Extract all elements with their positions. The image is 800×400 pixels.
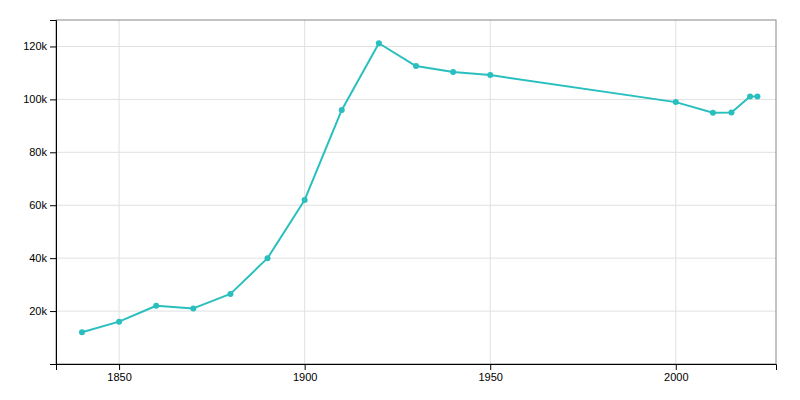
marker [487,72,493,78]
tick-label: 2000 [664,371,688,383]
tick: 80k [29,146,56,158]
tick-mark [305,364,306,370]
tick-mark [50,99,56,100]
tick: 1900 [293,364,317,383]
marker [116,319,122,325]
marker [302,197,308,203]
tick: 2000 [664,364,688,383]
marker [413,63,419,69]
marker [754,94,760,100]
marker [376,40,382,46]
grid [56,20,776,364]
tick: 120k [23,40,56,52]
marker [79,329,85,335]
tick-mark [676,364,677,370]
grid-line [119,20,120,364]
tick-label: 40k [29,252,47,264]
grid-line [56,258,776,259]
tick: 20k [29,305,56,317]
marker [190,305,196,311]
grid-line [490,20,491,364]
marker [265,255,271,261]
tick: 60k [29,199,56,211]
tick-label: 60k [29,199,47,211]
y-axis: 20k 40k 60k 80k 100k 120k [23,21,56,365]
marker [153,303,159,309]
marker [710,110,716,116]
tick-label: 1850 [107,371,131,383]
tick: 1950 [478,364,502,383]
line [82,43,757,332]
tick-label: 80k [29,146,47,158]
marker [339,107,345,113]
tick-label: 100k [23,93,47,105]
grid-line [56,311,776,312]
marker [747,94,753,100]
grid-line [304,20,305,364]
tick: 100k [23,93,56,105]
plot-frame [56,20,776,364]
tick: 40k [29,252,56,264]
axis-line [50,21,57,365]
grid-line [56,152,776,153]
grid-line [56,205,776,206]
chart: 1850 1900 1950 2000 20k 40k 60k 80k 100k 120k [0,0,800,400]
tick-label: 20k [29,305,47,317]
grid-line [56,46,776,47]
marker [673,99,679,105]
marker [450,69,456,75]
grid-line [675,20,676,364]
tick-label: 1900 [293,371,317,383]
grid-line [56,99,776,100]
tick-mark [490,364,491,370]
marker [227,291,233,297]
tick-mark [50,152,56,153]
tick-label: 1950 [478,371,502,383]
tick-mark [50,258,56,259]
tick-mark [119,364,120,370]
tick: 1850 [107,364,131,383]
tick-label: 120k [23,40,47,52]
plot: 1850 1900 1950 2000 20k 40k 60k 80k 100k 120k [23,20,776,383]
tick-mark [50,205,56,206]
x-axis: 1850 1900 1950 2000 [57,364,777,383]
tick-mark [50,311,56,312]
tick-mark [50,46,56,47]
axis-line [57,365,777,371]
data-layer [79,40,760,335]
marker [728,109,734,115]
